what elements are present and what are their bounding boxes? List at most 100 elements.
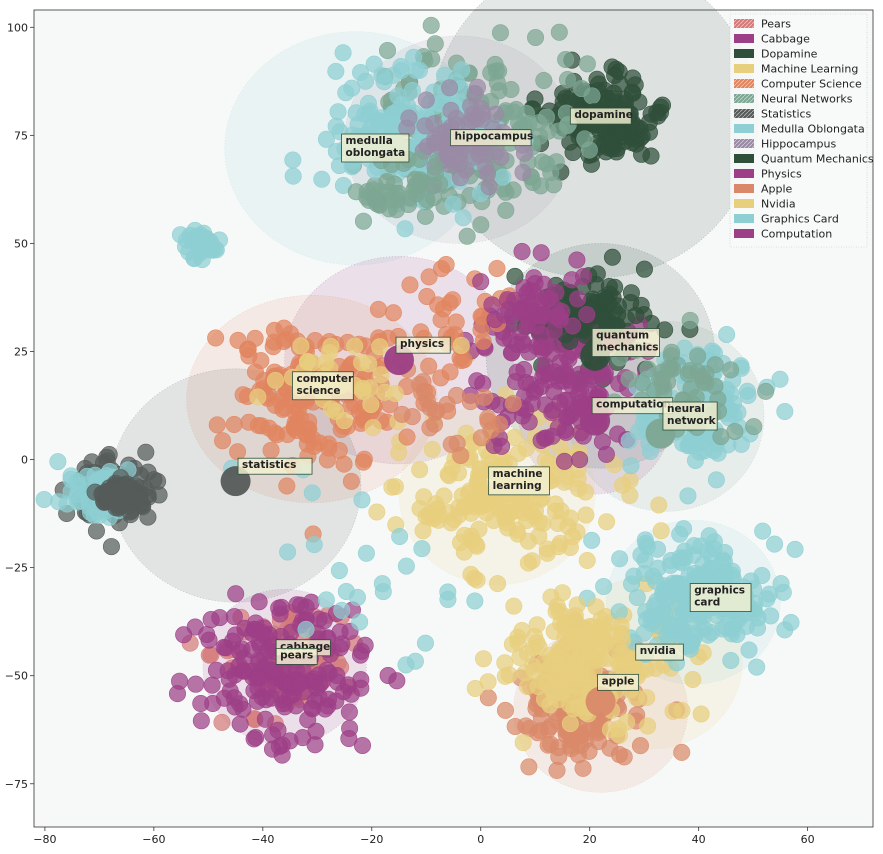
point-neural-networks: [378, 173, 396, 191]
point-medulla-oblongata: [329, 103, 347, 121]
point-graphics-card: [771, 370, 789, 388]
legend-item-apple: Apple: [734, 183, 793, 196]
point-apple: [476, 388, 494, 406]
point-dopamine: [627, 307, 645, 325]
legend-item-computation: Computation: [734, 228, 832, 241]
point-machine-learning: [371, 338, 389, 356]
point-machine-learning: [468, 571, 486, 589]
point-graphics-card: [679, 487, 697, 505]
point-machine-learning: [364, 419, 382, 437]
point-hippocampus: [400, 109, 418, 127]
point-nvidia: [489, 575, 507, 593]
point-cabbage: [578, 306, 596, 324]
y-tick-label: 0: [21, 454, 28, 467]
point-cabbage: [513, 242, 531, 260]
point-graphics-card: [351, 613, 369, 631]
point-computer-science: [214, 432, 232, 450]
point-computer-science: [260, 419, 278, 437]
point-neural-networks: [578, 55, 596, 73]
annotation-apple: apple: [597, 673, 639, 691]
y-tick-label: 25: [14, 345, 28, 358]
point-nvidia: [528, 616, 546, 634]
point-apple: [615, 748, 633, 766]
point-graphics-card: [635, 624, 653, 642]
point-cabbage: [499, 291, 517, 309]
point-computer-science: [398, 428, 416, 446]
point-cabbage: [564, 317, 582, 335]
point-machine-learning: [575, 644, 593, 662]
point-cabbage: [290, 675, 308, 693]
legend-swatch-hatch: [734, 109, 754, 118]
legend-label: Hippocampus: [761, 138, 836, 151]
point-apple: [541, 718, 559, 736]
point-cabbage: [211, 609, 229, 627]
point-computer-science: [240, 347, 258, 365]
point-cabbage: [503, 307, 521, 325]
point-cabbage: [245, 730, 263, 748]
point-statistics: [137, 443, 155, 461]
annotation-physics: physics: [395, 336, 451, 354]
point-cabbage: [545, 322, 563, 340]
point-hippocampus: [477, 145, 495, 163]
annotation-text: card: [694, 597, 720, 609]
point-cabbage: [294, 729, 312, 747]
point-machine-learning: [335, 412, 353, 430]
point-machine-learning: [471, 460, 489, 478]
point-computation: [537, 429, 555, 447]
point-machine-learning: [534, 673, 552, 691]
point-cabbage: [231, 715, 249, 733]
annotation-text: hippocampus: [455, 131, 534, 143]
y-tick-label: 100: [7, 21, 28, 34]
legend-label: Apple: [761, 183, 793, 196]
point-hippocampus: [417, 91, 435, 109]
legend-item-nvidia: Nvidia: [734, 198, 796, 211]
point-neural-networks: [745, 418, 763, 436]
point-graphics-card: [645, 597, 663, 615]
point-medulla-oblongata: [327, 62, 345, 80]
point-cabbage: [250, 593, 268, 611]
point-cabbage: [271, 605, 289, 623]
legend-item-machine-learning: Machine Learning: [734, 63, 858, 76]
point-dopamine: [633, 145, 651, 163]
annotation-text: machine: [493, 468, 543, 480]
point-machine-learning: [452, 336, 470, 354]
point-neural-networks: [507, 100, 525, 118]
point-computation: [555, 452, 573, 470]
legend-label: Medulla Oblongata: [761, 123, 865, 136]
point-computation: [563, 377, 581, 395]
point-graphics-card: [760, 585, 778, 603]
point-neural-networks: [418, 191, 436, 209]
point-graphics-card: [686, 628, 704, 646]
point-neural-networks: [354, 212, 372, 230]
point-cabbage: [287, 697, 305, 715]
point-graphics-card: [740, 641, 758, 659]
point-cabbage: [227, 585, 245, 603]
point-graphics-card: [702, 623, 720, 641]
point-neural-networks: [411, 150, 429, 168]
point-machine-learning: [530, 527, 548, 545]
point-machine-learning: [496, 667, 514, 685]
point-machine-learning: [490, 500, 508, 518]
point-nvidia: [601, 721, 619, 739]
legend-label: Nvidia: [761, 198, 796, 211]
point-computer-science: [274, 400, 292, 418]
point-medulla-oblongata: [284, 167, 302, 185]
point-machine-learning: [612, 617, 630, 635]
point-machine-learning: [362, 396, 380, 414]
point-machine-learning: [536, 451, 554, 469]
point-graphics-card: [348, 588, 366, 606]
point-hippocampus: [441, 79, 459, 97]
point-apple: [590, 733, 608, 751]
point-nvidia: [639, 717, 657, 735]
point-machine-learning: [538, 544, 556, 562]
point-statistics: [86, 483, 104, 501]
point-cabbage: [532, 244, 550, 262]
point-machine-learning: [466, 487, 484, 505]
point-graphics-card: [333, 601, 351, 619]
point-graphics-card: [35, 491, 53, 509]
x-tick-label: 20: [583, 833, 597, 846]
point-cabbage: [319, 697, 337, 715]
plot-frame: [33, 9, 874, 828]
